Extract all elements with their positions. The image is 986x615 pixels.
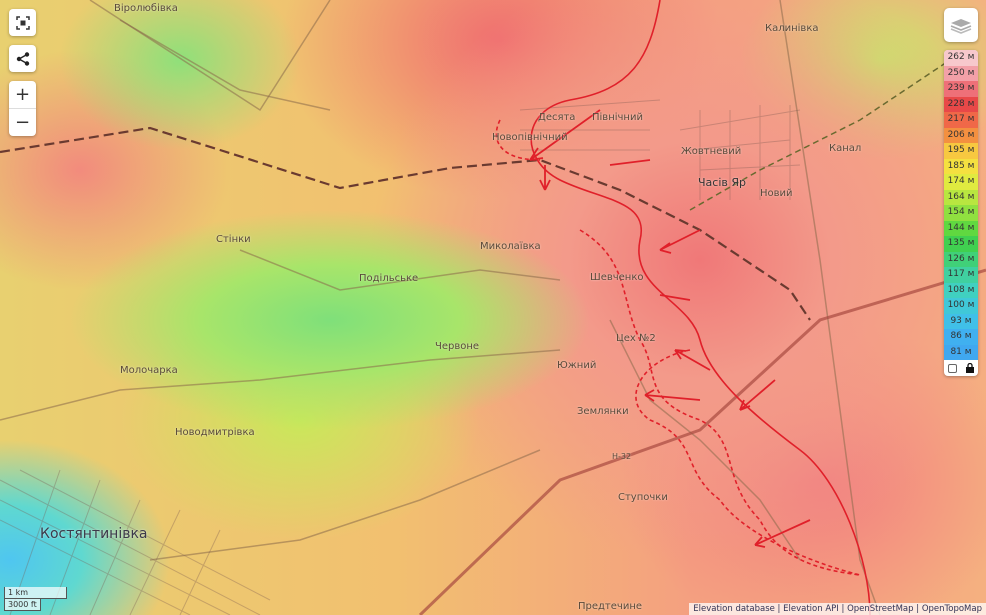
attribution-link[interactable]: Elevation database [693, 604, 775, 614]
place-label: Новий [760, 188, 793, 199]
place-label: Землянки [577, 406, 629, 417]
city-grid-kostiantynivka [0, 469, 271, 615]
place-label: Южний [557, 360, 597, 371]
road [0, 349, 561, 421]
attribution-link[interactable]: OpenTopoMap [921, 604, 982, 614]
attack-arrow [659, 294, 691, 301]
front-line [530, 0, 871, 615]
place-label: Північний [592, 112, 643, 123]
place-label: Канал [829, 143, 862, 154]
attack-arrow [754, 519, 811, 548]
legend-item: 239 м [944, 81, 978, 97]
fit-bounds-icon [15, 15, 30, 30]
place-label: Калинівка [765, 23, 819, 34]
scale-metric: 1 km [4, 587, 67, 599]
zoom-out-button[interactable]: − [14, 112, 31, 133]
attack-arrow [674, 349, 711, 371]
legend-item: 250 м [944, 65, 978, 81]
share-icon [16, 51, 29, 66]
railway [689, 59, 951, 211]
legend-item: 81 м [944, 344, 978, 360]
zoom-in-button[interactable]: + [9, 81, 36, 109]
legend-item: 144 м [944, 220, 978, 236]
legend-item: 135 м [944, 236, 978, 252]
attribution: Elevation database | Elevation API | Ope… [689, 603, 986, 615]
attack-arrow [529, 109, 601, 161]
layers-button[interactable] [944, 8, 978, 42]
attack-arrow [659, 229, 701, 254]
zoom-control: + − [9, 81, 36, 136]
place-label: Часів Яр [698, 176, 746, 189]
attack-arrow [539, 165, 551, 191]
attribution-link[interactable]: OpenStreetMap [847, 604, 914, 614]
front-line-dashed [495, 119, 861, 576]
highway-n32 [418, 268, 986, 615]
road-label: Н-32 [612, 452, 632, 461]
lock-icon[interactable] [965, 363, 974, 373]
legend-item: 154 м [944, 205, 978, 221]
legend-item: 86 м [944, 329, 978, 345]
legend-item: 228 м [944, 96, 978, 112]
place-label: Жовтневий [681, 146, 742, 157]
attack-arrow [644, 389, 701, 402]
legend-item: 126 м [944, 251, 978, 267]
place-label: Миколаївка [480, 241, 541, 252]
road [89, 0, 331, 112]
place-label: Десята [538, 112, 576, 123]
attack-arrow [609, 159, 651, 166]
legend-item: 195 м [944, 143, 978, 159]
place-label-city: Костянтинівка [40, 526, 148, 542]
place-label: Стінки [216, 234, 251, 245]
railway [0, 126, 811, 321]
legend-item: 108 м [944, 282, 978, 298]
place-label: Подільське [359, 273, 419, 284]
road [609, 319, 801, 561]
elevation-legend: 262 м 250 м 239 м 228 м 217 м 206 м 195 м 185 м… [944, 50, 978, 376]
share-button[interactable] [9, 45, 36, 72]
fit-bounds-button[interactable] [9, 9, 36, 36]
place-label: Віролюбівка [114, 3, 178, 14]
place-label: Цех №2 [616, 333, 656, 344]
attack-arrow [739, 379, 776, 411]
place-label: Предтечине [578, 601, 643, 612]
place-label: Шевченко [590, 272, 644, 283]
city-grid-chasiv-yar [519, 99, 801, 200]
legend-item: 93 м [944, 313, 978, 329]
place-label: Червоне [435, 341, 480, 352]
legend-item: 185 м [944, 158, 978, 174]
road [779, 0, 881, 615]
place-label: Ступочки [618, 492, 668, 503]
legend-item: 262 м [944, 50, 978, 66]
legend-item: 206 м [944, 127, 978, 143]
place-label: Молочарка [120, 365, 178, 376]
place-label: Новопівнічний [492, 132, 568, 143]
front-line-dashed [635, 349, 861, 576]
legend-item: 174 м [944, 174, 978, 190]
road [239, 249, 561, 291]
legend-item: 217 м [944, 112, 978, 128]
scale-imperial: 3000 ft [4, 599, 41, 611]
legend-item: 117 м [944, 267, 978, 283]
place-label: Новодмитрівка [175, 427, 255, 438]
attribution-link[interactable]: Elevation API [783, 604, 839, 614]
layers-icon [950, 19, 972, 34]
legend-item: 100 м [944, 298, 978, 314]
road [149, 449, 541, 561]
legend-checkbox[interactable] [948, 363, 958, 373]
legend-footer [944, 360, 978, 376]
legend-item: 164 м [944, 189, 978, 205]
road [119, 19, 331, 111]
